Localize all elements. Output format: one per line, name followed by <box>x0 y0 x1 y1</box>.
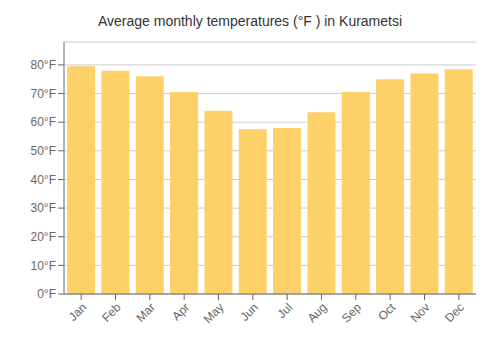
svg-text:Jan: Jan <box>66 300 90 324</box>
svg-text:Mar: Mar <box>133 300 158 325</box>
svg-text:30°F: 30°F <box>31 201 56 215</box>
svg-text:Nov: Nov <box>408 300 433 325</box>
svg-text:60°F: 60°F <box>31 115 56 129</box>
svg-text:70°F: 70°F <box>31 87 56 101</box>
svg-text:50°F: 50°F <box>31 144 56 158</box>
svg-text:May: May <box>201 300 227 326</box>
svg-text:Feb: Feb <box>99 300 124 325</box>
html-text:Average monthly temperatures (: Average monthly temperatures (°F ) in Ku… <box>97 13 403 29</box>
svg-text:80°F: 80°F <box>31 58 56 72</box>
svg-text:Apr: Apr <box>169 300 192 323</box>
svg-text:Oct: Oct <box>375 300 399 324</box>
svg-text:20°F: 20°F <box>31 230 56 244</box>
svg-text:10°F: 10°F <box>31 259 56 273</box>
svg-text:40°F: 40°F <box>31 173 56 187</box>
svg-text:Dec: Dec <box>442 300 467 325</box>
svg-text:Jul: Jul <box>275 300 296 321</box>
svg-text:Aug: Aug <box>305 300 330 325</box>
svg-text:0°F: 0°F <box>37 287 56 301</box>
svg-text:Jun: Jun <box>237 300 261 324</box>
svg-text:Sep: Sep <box>339 300 364 325</box>
